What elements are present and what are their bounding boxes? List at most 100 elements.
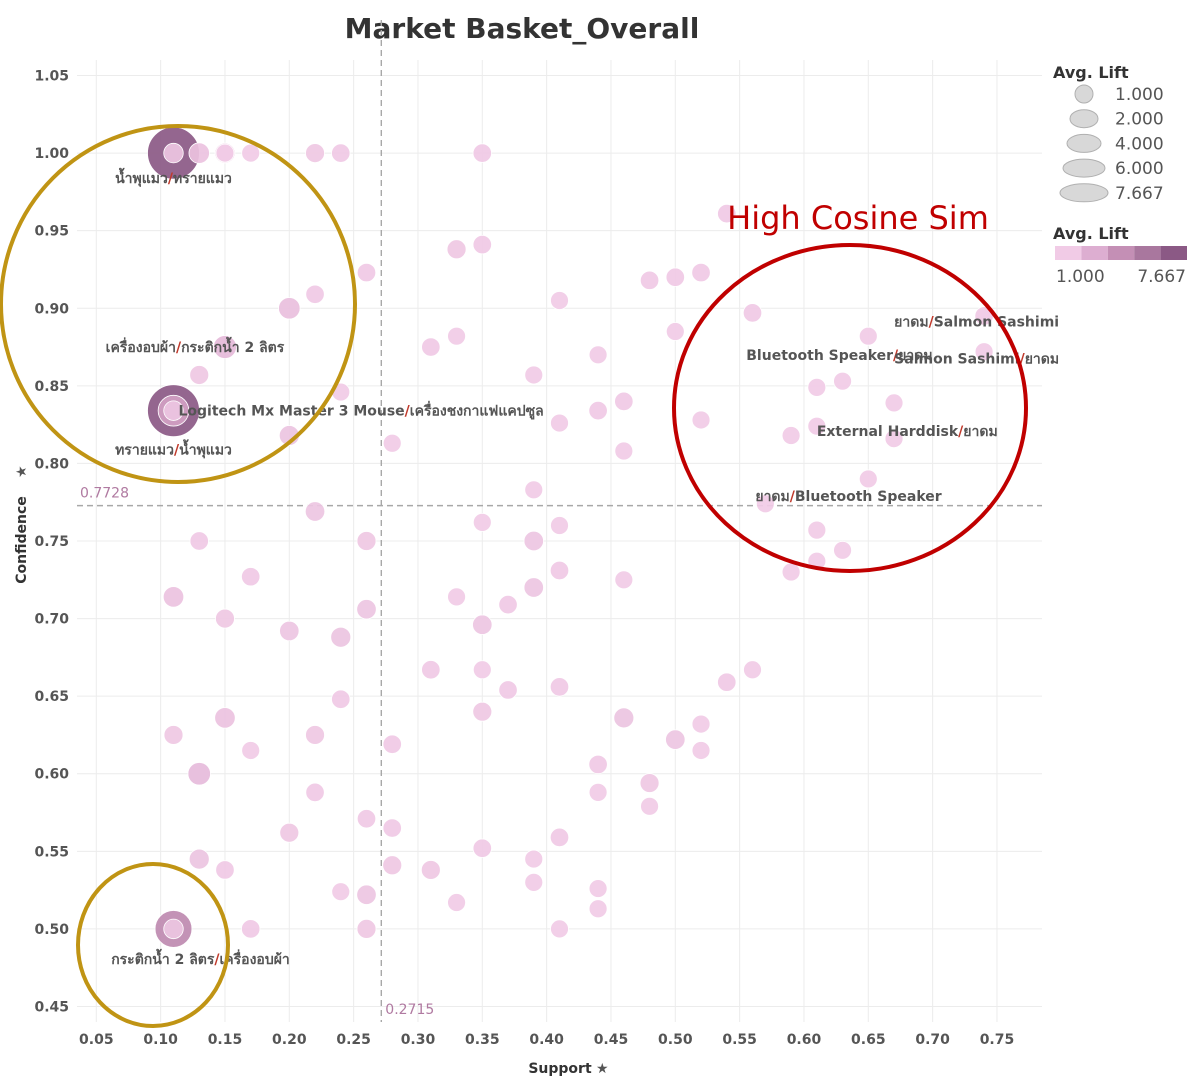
data-point[interactable] (356, 531, 377, 551)
data-point[interactable] (331, 143, 351, 163)
data-point[interactable] (279, 822, 300, 843)
data-point[interactable] (550, 291, 569, 310)
data-point[interactable] (420, 860, 441, 880)
data-point[interactable] (807, 377, 827, 397)
data-point[interactable] (305, 725, 325, 745)
data-point[interactable] (472, 614, 493, 635)
data-point[interactable] (472, 838, 492, 858)
data-point[interactable] (382, 734, 402, 754)
data-point[interactable] (279, 620, 300, 642)
data-point[interactable] (781, 426, 801, 445)
data-point[interactable] (305, 284, 325, 304)
data-point[interactable] (549, 677, 570, 697)
data-point[interactable] (241, 919, 261, 939)
data-point[interactable] (523, 577, 544, 598)
data-point[interactable] (588, 782, 608, 802)
data-point[interactable] (304, 501, 326, 522)
data-point[interactable] (549, 827, 570, 848)
data-point[interactable] (472, 660, 492, 680)
data-point[interactable] (241, 567, 261, 587)
data-point[interactable] (884, 429, 904, 448)
data-point[interactable] (305, 143, 325, 164)
data-point[interactable] (884, 393, 904, 413)
data-point[interactable] (807, 520, 827, 540)
data-point[interactable] (691, 410, 711, 430)
data-point[interactable] (215, 143, 235, 163)
data-point[interactable] (331, 689, 351, 709)
data-point[interactable] (356, 599, 377, 620)
data-point[interactable] (472, 143, 492, 163)
data-point[interactable] (614, 391, 634, 412)
data-point[interactable] (613, 707, 635, 729)
data-point[interactable] (755, 494, 775, 514)
data-point[interactable] (278, 297, 301, 320)
data-point[interactable] (305, 782, 325, 803)
data-point[interactable] (550, 413, 569, 433)
data-point[interactable] (188, 142, 210, 164)
data-point[interactable] (665, 729, 686, 750)
data-point[interactable] (162, 586, 185, 608)
data-point[interactable] (356, 884, 377, 905)
data-point[interactable] (446, 239, 467, 260)
data-point[interactable] (382, 433, 402, 453)
data-point[interactable] (807, 416, 827, 436)
data-point[interactable] (163, 725, 184, 745)
data-point[interactable] (498, 594, 518, 615)
data-point[interactable] (188, 848, 210, 870)
data-point[interactable] (833, 540, 852, 560)
data-points[interactable] (147, 126, 994, 948)
data-point[interactable] (214, 707, 236, 729)
data-point[interactable] (241, 741, 261, 760)
data-point[interactable] (447, 893, 466, 912)
data-point[interactable] (163, 142, 184, 164)
data-point[interactable] (524, 365, 544, 385)
data-point[interactable] (549, 560, 570, 581)
data-point[interactable] (524, 849, 544, 869)
data-point[interactable] (472, 512, 492, 532)
data-point[interactable] (742, 303, 763, 323)
data-point[interactable] (356, 262, 377, 283)
data-point[interactable] (665, 267, 685, 287)
data-point[interactable] (421, 660, 441, 680)
data-point[interactable] (550, 919, 569, 939)
data-point[interactable] (833, 371, 852, 391)
data-point[interactable] (498, 680, 518, 700)
data-point[interactable] (447, 587, 466, 607)
data-point[interactable] (330, 626, 352, 648)
data-point[interactable] (781, 562, 801, 582)
data-point[interactable] (588, 879, 608, 898)
data-point[interactable] (665, 322, 685, 341)
data-point[interactable] (421, 337, 441, 357)
data-point[interactable] (215, 860, 235, 880)
data-point[interactable] (163, 400, 184, 421)
data-point[interactable] (717, 203, 737, 224)
data-point[interactable] (213, 335, 237, 359)
data-point[interactable] (382, 855, 403, 876)
data-point[interactable] (550, 516, 569, 535)
data-point[interactable] (588, 899, 608, 919)
data-point[interactable] (639, 270, 660, 290)
data-point[interactable] (614, 570, 634, 590)
data-point[interactable] (640, 796, 659, 816)
data-point[interactable] (523, 530, 544, 552)
data-point[interactable] (447, 326, 466, 346)
data-point[interactable] (691, 741, 711, 760)
data-point[interactable] (588, 345, 608, 365)
data-point[interactable] (743, 660, 762, 680)
data-point[interactable] (187, 762, 211, 786)
data-point[interactable] (588, 754, 608, 775)
data-point[interactable] (241, 143, 261, 163)
data-point[interactable] (163, 918, 184, 940)
data-point[interactable] (639, 773, 660, 793)
data-point[interactable] (331, 882, 351, 902)
data-point[interactable] (614, 441, 634, 461)
data-point[interactable] (717, 672, 737, 692)
data-point[interactable] (189, 531, 209, 551)
data-point[interactable] (382, 818, 402, 838)
data-point[interactable] (215, 608, 235, 629)
data-point[interactable] (356, 809, 377, 829)
data-point[interactable] (691, 714, 711, 734)
data-point[interactable] (974, 342, 994, 362)
data-point[interactable] (472, 701, 493, 722)
data-point[interactable] (524, 480, 544, 500)
